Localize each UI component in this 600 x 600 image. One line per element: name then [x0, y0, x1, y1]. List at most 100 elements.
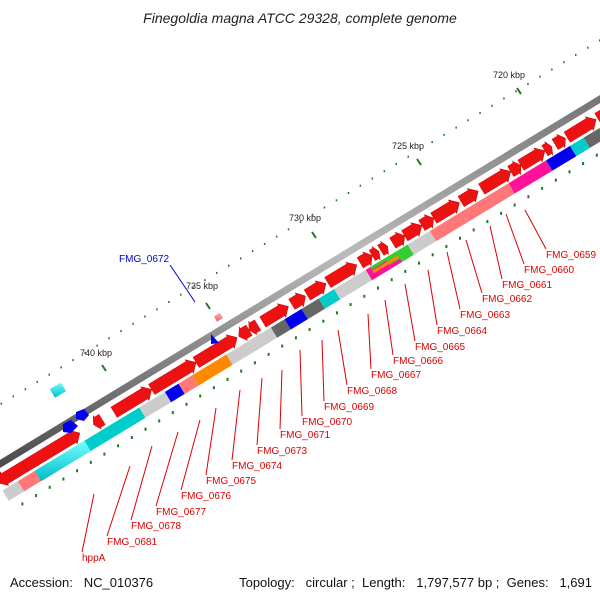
gc-dot: [539, 75, 541, 78]
gc-dot: [390, 278, 393, 282]
gene-label: hppA: [82, 553, 106, 564]
cds-arrow: [507, 160, 522, 177]
category-segment: [334, 280, 354, 300]
gc-dot: [554, 178, 557, 182]
scale-tick: [101, 364, 107, 372]
gc-dot: [582, 162, 585, 165]
category-segment: [429, 212, 467, 242]
gc-dot: [563, 61, 565, 64]
category-segment: [374, 258, 402, 278]
gc-dot: [144, 315, 146, 318]
gc-dot: [216, 271, 218, 274]
label-leaders: [81, 209, 547, 553]
cds-arrow: [418, 214, 434, 231]
leader-line: [524, 209, 547, 250]
leader-line: [446, 251, 461, 310]
gene-label: FMG_0664: [437, 326, 487, 337]
gc-dot: [311, 213, 314, 216]
cds-arrow: [551, 133, 566, 150]
gc-dot: [486, 220, 489, 224]
gc-dot: [212, 386, 215, 390]
genes-label: Genes:: [506, 575, 549, 590]
gc-dot: [347, 192, 350, 194]
gc-dot: [226, 377, 229, 381]
gc-dot: [419, 148, 421, 151]
gc-dot: [48, 485, 51, 489]
gc-dot: [459, 236, 461, 240]
leader-line: [130, 445, 153, 521]
gc-dot: [287, 228, 290, 231]
leader-line: [427, 269, 438, 326]
scale-tick: [205, 302, 211, 310]
gc-dot: [363, 294, 366, 298]
cds-arrow: [517, 147, 546, 171]
gene-label: FMG_0667: [371, 370, 421, 381]
cds-arrow: [356, 251, 373, 269]
gc-dot: [418, 261, 420, 265]
length-label: Length:: [362, 575, 406, 590]
leader-line: [169, 264, 196, 303]
category-segment: [570, 137, 590, 157]
map-title: Finegoldia magna ATCC 29328, complete ge…: [143, 10, 457, 26]
gc-dot: [308, 328, 311, 331]
category-segment: [192, 354, 233, 386]
length-value: 1,797,577 bp: [416, 575, 493, 590]
category-segment: [301, 298, 325, 320]
accession-footer: Accession: NC_010376: [10, 575, 153, 590]
leader-line: [256, 377, 263, 446]
gc-dot: [587, 46, 589, 49]
cds-arrow: [594, 109, 600, 123]
scale-tick-label: 740 kbp: [80, 348, 112, 358]
gc-dot: [84, 351, 86, 354]
scale-labels: 720 kbp 725 kbp 730 kbp 735 kbp 740 kbp: [80, 70, 525, 358]
gc-dot: [431, 253, 434, 257]
category-segment: [484, 183, 515, 209]
gc-dot: [21, 502, 24, 506]
scale-tick: [416, 158, 422, 166]
category-segment: [508, 160, 553, 194]
cds-arrow: [248, 319, 262, 336]
leader-line: [367, 313, 372, 370]
cds-arrow: [303, 280, 327, 301]
gc-dot: [24, 388, 27, 391]
gc-dot: [240, 257, 242, 260]
gene-label: FMG_0675: [206, 476, 256, 487]
scale-tick-label: 720 kbp: [493, 70, 525, 80]
gc-dot: [263, 242, 266, 245]
gene-label: FMG_0659: [546, 250, 596, 261]
category-segment: [370, 251, 398, 270]
category-segment: [226, 327, 278, 365]
gene-label: FMG_0665: [415, 342, 465, 353]
gc-dot: [431, 141, 433, 144]
gc-dot: [253, 361, 256, 365]
gc-dot: [168, 301, 170, 303]
gc-dot: [156, 308, 158, 311]
gc-dot: [35, 494, 38, 498]
gc-dot: [404, 269, 407, 273]
leader-line: [205, 407, 217, 476]
leader-line: [155, 431, 179, 507]
gc-dot: [185, 402, 188, 406]
rna-feature: [76, 409, 89, 421]
category-segment: [546, 145, 577, 171]
category-segment: [284, 308, 308, 330]
gene-label: FMG_0669: [324, 402, 374, 413]
cds-arrow: [563, 116, 597, 143]
gc-dot: [192, 286, 194, 289]
gc-dot: [515, 90, 517, 93]
gc-dot: [503, 97, 505, 100]
category-segment: [2, 481, 25, 501]
gene-label: FMG_0674: [232, 461, 282, 472]
gc-dot: [455, 126, 457, 129]
gc-dot: [120, 330, 122, 333]
gc-dot: [36, 380, 38, 383]
category-segment: [17, 469, 43, 492]
scale-tick: [311, 231, 317, 239]
category-segment: [372, 255, 400, 274]
scale-ticks: [101, 87, 522, 372]
gene-label: FMG_0681: [107, 537, 157, 548]
gc-dot: [349, 303, 352, 307]
gc-dot: [72, 359, 74, 362]
cds-arrow: [92, 414, 106, 430]
gc-dot: [0, 402, 3, 405]
